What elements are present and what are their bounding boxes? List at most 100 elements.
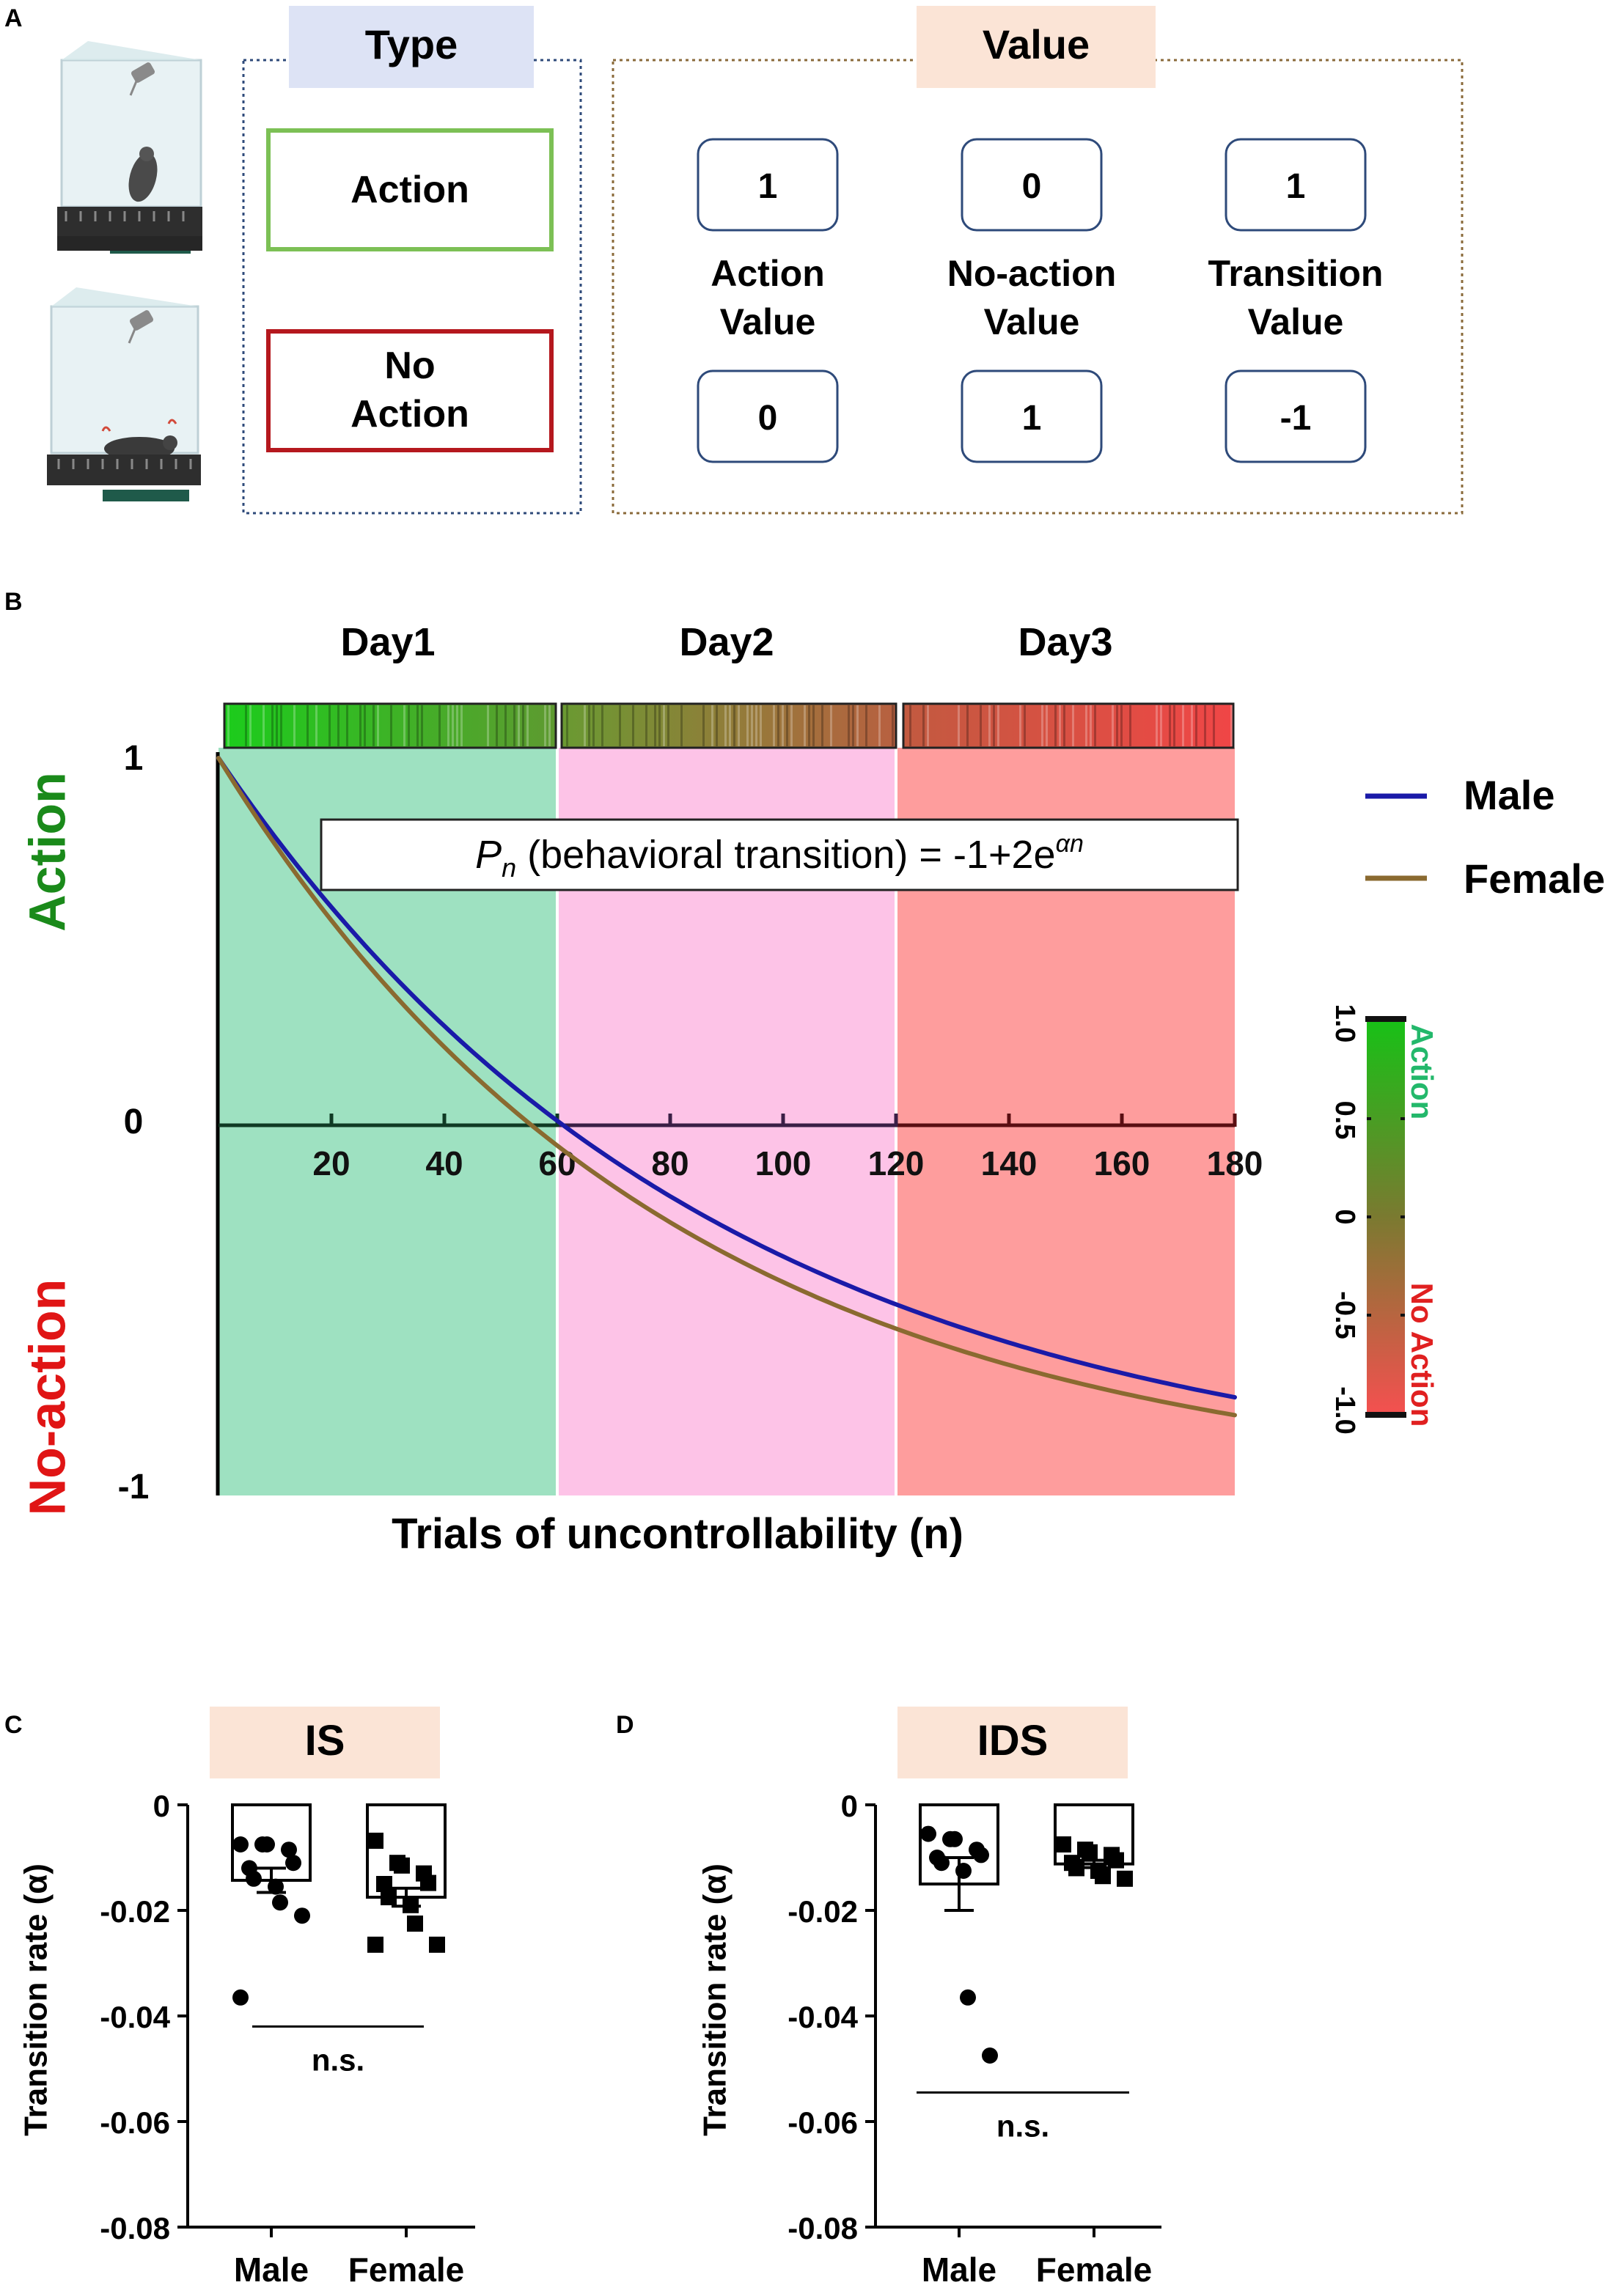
strip-texture-line <box>729 705 731 746</box>
colorbar-tick: 1.0 <box>1329 1004 1360 1043</box>
strip-texture-line <box>1173 705 1175 746</box>
strip-texture-line <box>408 705 410 746</box>
noaction-type-label-line1: No <box>384 345 435 387</box>
curve-female <box>216 756 1237 1418</box>
panel-b: B Day1 Day2 Day3 20 40 60 80 100 120 140 160 180… <box>4 588 1605 1558</box>
heatmap-strip-day1 <box>223 702 557 749</box>
strip-texture-line <box>1041 705 1043 746</box>
colorbar-label-action: Action <box>1405 1024 1439 1120</box>
strip-texture-line <box>663 705 665 746</box>
x-tick-label: 80 <box>651 1144 689 1182</box>
strip-texture-line <box>755 705 757 746</box>
y-axis-label: Transition rate (α) <box>697 1863 733 2136</box>
y-tick-label: -0.08 <box>100 2211 170 2245</box>
strip-texture-line <box>377 705 379 746</box>
significance-label: n.s. <box>312 2042 364 2077</box>
strip-texture-line <box>293 705 295 746</box>
category-label: Male <box>234 2251 309 2289</box>
value-title-line1: No-action <box>947 253 1117 294</box>
day-label: Day3 <box>1018 620 1112 664</box>
strip-texture-line <box>988 705 991 746</box>
equation: Pn (behavioral transition) = -1+2eαn <box>475 830 1084 883</box>
y-tick-label: -0.04 <box>788 2000 858 2034</box>
strip-texture-line <box>632 705 634 746</box>
colorbar-cap-top <box>1365 1016 1406 1022</box>
strip-texture-line <box>808 705 810 746</box>
data-point <box>1068 1860 1084 1877</box>
strip-texture-line <box>1059 705 1061 746</box>
data-point <box>933 1855 950 1872</box>
strip-texture-line <box>865 705 867 746</box>
strip-texture-line <box>504 705 507 746</box>
category-label: Male <box>922 2251 996 2289</box>
strip-texture-line <box>702 705 705 746</box>
strip-texture-line <box>1090 705 1092 746</box>
bar-plot: 0 -0.02 -0.04 -0.06 -0.08 Male Female n.s. <box>788 1789 1161 2289</box>
value-title-line2: Value <box>984 301 1080 342</box>
data-point <box>259 1836 275 1852</box>
value-number: 1 <box>1286 167 1306 206</box>
heatmap-strip-day2 <box>560 702 897 749</box>
x-tick-label: 40 <box>425 1144 463 1182</box>
strip-texture-line <box>909 705 911 746</box>
equation-subscript: n <box>502 853 516 883</box>
type-header: Type <box>365 21 458 67</box>
strip-texture-line <box>271 705 273 746</box>
data-point <box>407 1916 423 1932</box>
strip-texture-line <box>263 705 265 746</box>
x-tick-label: 140 <box>981 1144 1038 1182</box>
strip-texture-line <box>1129 705 1131 746</box>
y-tick-label: 0 <box>841 1789 858 1823</box>
x-tick-label: 60 <box>538 1144 576 1182</box>
colorbar-tick: -1.0 <box>1329 1386 1360 1434</box>
curves <box>216 756 1237 1418</box>
data-point <box>1055 1836 1071 1852</box>
strip-texture-line <box>513 705 515 746</box>
x-axis: 20 40 60 80 100 120 140 160 180 <box>219 1114 1263 1182</box>
strip-texture-line <box>1116 705 1118 746</box>
legend-label-female: Female <box>1464 856 1605 902</box>
strip-texture-line <box>249 705 252 746</box>
strip-texture-line <box>452 705 454 746</box>
strip-texture-line <box>496 705 498 746</box>
noaction-type-label-line2: Action <box>350 393 469 435</box>
data-point <box>1108 1852 1124 1869</box>
strip-texture-line <box>1160 705 1162 746</box>
colorbar-gradient <box>1367 1018 1405 1415</box>
strip-texture-line <box>1063 705 1065 746</box>
strip-texture-line <box>777 705 779 746</box>
strip-texture-line <box>1019 705 1021 746</box>
strip-texture-line <box>337 705 339 746</box>
data-point <box>403 1896 419 1913</box>
chart-title-bg <box>897 1707 1128 1778</box>
strip-texture-line <box>958 705 960 746</box>
y-tick-label: -0.02 <box>788 1894 858 1929</box>
value-number: -1 <box>1280 399 1312 438</box>
strip-texture-line <box>782 705 784 746</box>
strip-texture-line <box>601 705 603 746</box>
legend: Male Female <box>1365 772 1605 902</box>
data-point <box>268 1878 284 1895</box>
y-axis-label-action: Action <box>18 772 76 932</box>
strip-texture-line <box>773 705 775 746</box>
y-tick-label: -0.06 <box>788 2105 858 2140</box>
panel-a: A <box>4 4 1464 515</box>
y-tick-label: 0 <box>153 1789 170 1823</box>
value-title-line1: Transition <box>1208 253 1384 294</box>
strip-texture-line <box>1094 705 1096 746</box>
data-point <box>232 1989 249 2006</box>
strip-texture-line <box>1024 705 1026 746</box>
value-number: 0 <box>758 399 778 438</box>
strip-texture-line <box>922 705 925 746</box>
strip-texture-line <box>403 705 405 746</box>
strip-texture-line <box>892 705 894 746</box>
x-axis-label: Trials of uncontrollability (n) <box>392 1510 963 1558</box>
data-point <box>1082 1844 1098 1861</box>
significance-label: n.s. <box>996 2108 1049 2143</box>
strip-texture-line <box>1195 705 1197 746</box>
value-title-line2: Value <box>720 301 816 342</box>
strip-texture-line <box>372 705 375 746</box>
data-point <box>960 1989 976 2006</box>
y-axis-label: Transition rate (α) <box>18 1863 54 2136</box>
value-header: Value <box>983 21 1090 67</box>
